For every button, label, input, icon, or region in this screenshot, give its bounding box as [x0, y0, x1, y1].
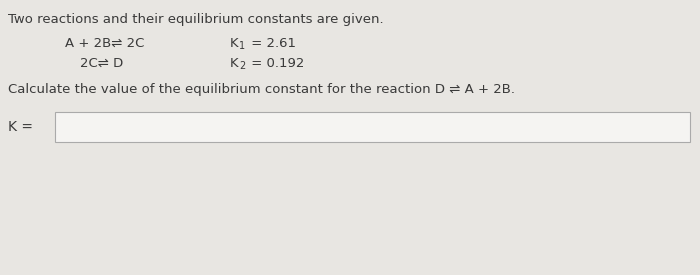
Text: 2: 2: [239, 61, 245, 71]
Text: A + 2B⇌ 2C: A + 2B⇌ 2C: [65, 37, 144, 50]
Text: 2C⇌ D: 2C⇌ D: [80, 57, 123, 70]
FancyBboxPatch shape: [55, 112, 690, 142]
Text: = 0.192: = 0.192: [247, 57, 304, 70]
Text: Calculate the value of the equilibrium constant for the reaction D ⇌ A + 2B.: Calculate the value of the equilibrium c…: [8, 83, 515, 96]
Text: K: K: [230, 57, 239, 70]
Text: Two reactions and their equilibrium constants are given.: Two reactions and their equilibrium cons…: [8, 13, 384, 26]
Text: = 2.61: = 2.61: [247, 37, 296, 50]
Text: K: K: [230, 37, 239, 50]
Text: 1: 1: [239, 41, 245, 51]
Text: K =: K =: [8, 120, 33, 134]
